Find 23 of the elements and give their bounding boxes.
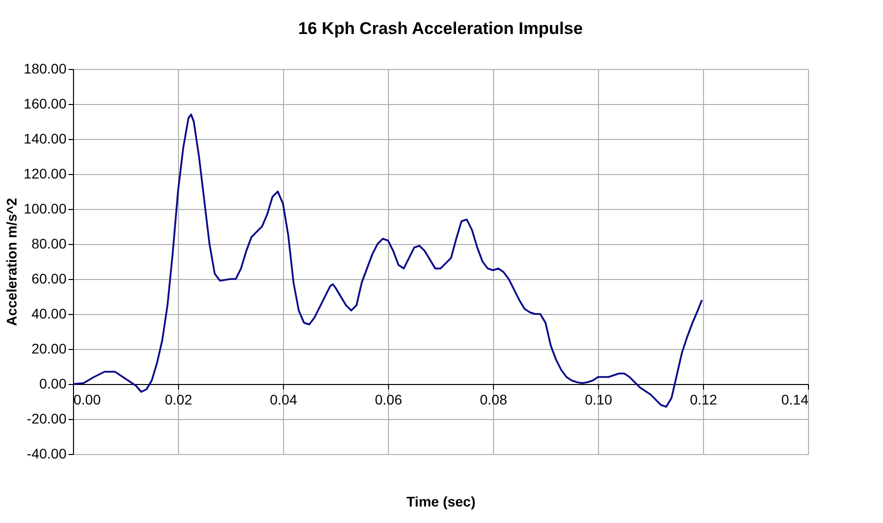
y-tick-label: 100.00 [24, 200, 67, 216]
y-tick-label: -20.00 [26, 410, 67, 426]
x-tick-label: 0.02 [164, 392, 192, 408]
x-tick-label: 0.08 [480, 392, 508, 408]
y-tick-label: 180.00 [24, 60, 67, 76]
y-tick-label: 160.00 [24, 96, 67, 112]
chart-title: 16 Kph Crash Acceleration Impulse [298, 19, 583, 38]
y-tick-label: 0.00 [39, 376, 67, 392]
y-tick-label: 60.00 [31, 270, 67, 286]
x-tick-label: 0.00 [74, 392, 101, 408]
x-axis-title: Time (sec) [406, 494, 476, 510]
x-tick-label: 0.14 [781, 392, 809, 408]
y-tick-label: 20.00 [31, 340, 67, 356]
y-tick-label: 40.00 [31, 306, 67, 322]
x-tick-label: 0.06 [374, 392, 402, 408]
y-axis-title: Acceleration m/s^2 [4, 198, 20, 326]
x-tick-label: 0.12 [690, 392, 718, 408]
y-tick-label: 140.00 [24, 130, 67, 146]
y-tick-label: -40.00 [26, 446, 67, 462]
y-tick-label: 80.00 [31, 236, 67, 252]
y-tick-label: 120.00 [24, 166, 67, 182]
x-tick-label: 0.04 [270, 392, 298, 408]
x-tick-label: 0.10 [584, 392, 612, 408]
